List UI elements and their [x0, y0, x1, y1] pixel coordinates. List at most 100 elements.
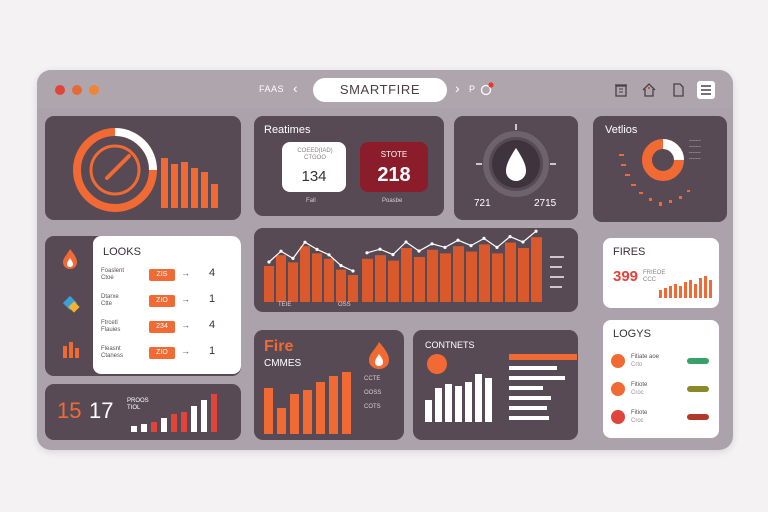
- maximize-window-button[interactable]: [89, 85, 99, 95]
- fire-panel: Fire CMMES CCTE OOSS COTS: [254, 330, 404, 440]
- fires-value: 399: [613, 268, 639, 285]
- logys-row-label: Fitiate aoe: [631, 354, 660, 360]
- card2-sub: Poasbe: [382, 198, 403, 204]
- realtime-panel: Reatimes COEED(IAD) CTGOO 134 Fall STOTE…: [254, 116, 444, 216]
- legend-item: -------: [689, 138, 701, 144]
- looks-row-label: Fleasnt Ctaness: [101, 346, 124, 359]
- device-icon[interactable]: [670, 82, 686, 98]
- logys-row[interactable]: Fitiote Croc: [611, 380, 713, 402]
- line-chart-point: [495, 245, 499, 249]
- line-chart-bar: [479, 244, 490, 302]
- line-chart-point: [469, 244, 473, 248]
- line-chart-bar: [414, 257, 425, 302]
- counts-bars: [131, 394, 217, 432]
- looks-title: LOOKS: [103, 246, 141, 258]
- minimize-window-button[interactable]: [72, 85, 82, 95]
- realtime-card-1[interactable]: COEED(IAD) CTGOO 134: [282, 142, 346, 192]
- looks-row-end: 4: [209, 267, 216, 279]
- looks-row[interactable]: Ftrcetl Flauies 234 → 4: [101, 318, 235, 338]
- line-axis-left: TEIE: [278, 302, 292, 308]
- counts-panel: 15 17 PROOS TIOL: [45, 384, 241, 440]
- line-chart-bar: [324, 258, 334, 302]
- log-status-icon: [611, 354, 625, 368]
- card2-value: 218: [377, 164, 411, 186]
- logys-row[interactable]: Fitiote Croc: [611, 408, 713, 430]
- looks-row-end: 1: [209, 345, 216, 357]
- logys-row[interactable]: Fitiate aoe Crto: [611, 352, 713, 374]
- fires-bar: [664, 288, 667, 298]
- card2-caption: STOTE: [380, 150, 408, 159]
- contnets-title: CONTNETS: [425, 340, 475, 350]
- line-chart-point: [267, 260, 271, 264]
- logys-row-sub: Croc: [631, 418, 644, 424]
- line-chart-point: [404, 240, 408, 244]
- counts-caption: PROOS TIOL: [127, 398, 149, 411]
- fires-bars: [659, 276, 712, 298]
- gauge-panel: [45, 116, 241, 220]
- vetlios-panel: Vetlios ------- ------- ------- -------: [593, 116, 727, 222]
- looks-row-value[interactable]: ZIO: [149, 347, 175, 359]
- fires-bar: [704, 276, 707, 298]
- looks-row[interactable]: Dtarxe Ctte ZIO → 1: [101, 292, 235, 312]
- line-chart-point: [303, 240, 307, 244]
- looks-row-value[interactable]: ZIS: [149, 269, 175, 281]
- fire-subtitle: CMMES: [264, 358, 302, 369]
- realtime-card-2[interactable]: STOTE 218: [360, 142, 428, 192]
- line-chart-bar: [300, 246, 310, 302]
- looks-row[interactable]: Foaslent Ctoe ZIS → 4: [101, 266, 235, 286]
- fires-bar: [689, 280, 692, 298]
- line-chart-bar: [505, 242, 516, 302]
- line-chart-point: [482, 236, 486, 240]
- line-chart-panel: TEIE OSS: [254, 228, 578, 312]
- close-window-button[interactable]: [55, 85, 65, 95]
- fires-bar: [684, 282, 687, 298]
- logys-row-label: Fitiote: [631, 382, 648, 388]
- fires-bar: [674, 284, 677, 298]
- line-chart-bar: [336, 269, 346, 302]
- arrow-right-icon: →: [181, 294, 190, 304]
- looks-row-value[interactable]: 234: [149, 321, 175, 333]
- log-status-icon: [611, 410, 625, 424]
- line-chart-point: [430, 242, 434, 246]
- log-status-icon: [611, 382, 625, 396]
- vetlios-title: Vetlios: [605, 124, 638, 136]
- logys-row-sub: Crto: [631, 362, 643, 368]
- menu-button[interactable]: [697, 81, 715, 99]
- arrow-right-icon: →: [181, 268, 190, 278]
- log-status-pill[interactable]: [687, 358, 709, 364]
- line-chart-point: [508, 235, 512, 239]
- fires-title: FIRES: [613, 246, 646, 258]
- gauge-chart: [73, 128, 218, 212]
- log-status-pill[interactable]: [687, 386, 709, 392]
- contnets-chart: [425, 354, 577, 422]
- gauge-bar: [161, 158, 168, 208]
- home-icon[interactable]: [641, 82, 657, 98]
- droplet-icon: [506, 148, 526, 181]
- back-chevron-icon[interactable]: ‹: [293, 80, 298, 96]
- legend-item: -------: [689, 150, 701, 156]
- menu-icon: [701, 85, 711, 95]
- looks-row-value[interactable]: ZIO: [149, 295, 175, 307]
- fires-bar: [659, 290, 662, 298]
- line-chart-point: [351, 269, 355, 273]
- looks-row[interactable]: Fleasnt Ctaness ZIO → 1: [101, 344, 235, 364]
- log-status-pill[interactable]: [687, 414, 709, 420]
- line-chart-bar: [518, 248, 529, 302]
- fires-card[interactable]: FIRES 399 FRIEOE CCC: [603, 238, 719, 308]
- contnets-panel: CONTNETS: [413, 330, 578, 440]
- nav-right-label: P: [469, 84, 476, 94]
- line-chart-point: [391, 253, 395, 257]
- line-chart-point: [456, 238, 460, 242]
- diamond-icon: [62, 295, 80, 313]
- title-bar: FAAS ‹ SMARTFIRE › P: [37, 70, 733, 108]
- notification-icon[interactable]: [479, 81, 495, 97]
- line-chart-bar: [312, 253, 322, 302]
- legend-item: -------: [689, 156, 701, 162]
- nav-left-label: FAAS: [259, 84, 285, 94]
- gauge-bar: [171, 164, 178, 208]
- compass-needle-icon: [105, 154, 131, 180]
- app-window: FAAS ‹ SMARTFIRE › P: [37, 70, 733, 450]
- line-chart-bar: [440, 253, 451, 302]
- trash-icon[interactable]: [613, 82, 629, 98]
- forward-chevron-icon[interactable]: ›: [455, 80, 460, 96]
